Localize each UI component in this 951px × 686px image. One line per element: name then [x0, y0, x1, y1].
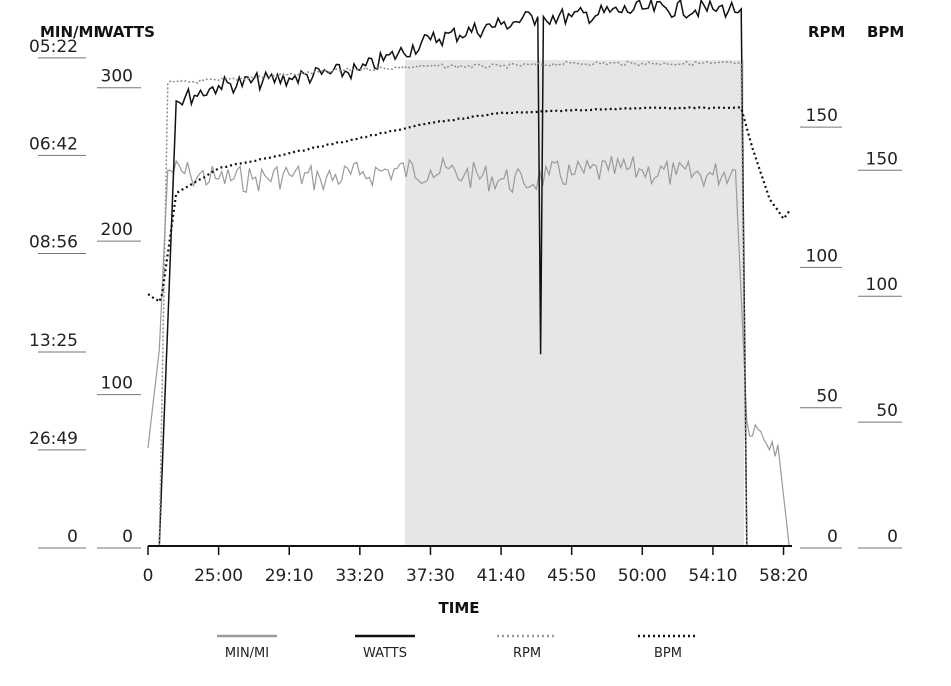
min-mi-tick-label: 08:56 [29, 233, 78, 253]
x-tick-label: 29:10 [265, 566, 314, 586]
bpm-axis-title: BPM [867, 23, 904, 41]
bpm-tick-label: 0 [887, 527, 898, 547]
rpm-tick-label: 0 [827, 527, 838, 547]
x-tick-label: 45:50 [547, 566, 596, 586]
legend-label-min-mi: MIN/MI [225, 646, 269, 661]
highlight-region [405, 60, 744, 546]
x-tick-label: 54:10 [688, 566, 737, 586]
legend-label-bpm: BPM [654, 646, 682, 661]
watts-tick-label: 100 [101, 374, 133, 394]
x-tick-label: 50:00 [618, 566, 667, 586]
min-mi-tick-label: 26:49 [29, 429, 78, 449]
watts-series-line [148, 0, 790, 547]
min-mi-axis-title: MIN/MI [40, 23, 99, 41]
rpm-series-line [148, 60, 790, 547]
min-mi-tick-label: 06:42 [29, 134, 78, 154]
min-mi-tick-label: 05:22 [29, 37, 78, 57]
rpm-tick-label: 100 [806, 246, 838, 266]
x-tick-label: 37:30 [406, 566, 455, 586]
legend-label-rpm: RPM [513, 646, 541, 661]
bpm-series-line [147, 106, 791, 304]
watts-axis-title: WATTS [97, 23, 155, 41]
x-axis-title: TIME [439, 599, 480, 617]
x-tick-label: 33:20 [335, 566, 384, 586]
watts-tick-label: 200 [101, 220, 133, 240]
legend-label-watts: WATTS [363, 646, 407, 661]
watts-tick-label: 0 [122, 527, 133, 547]
bpm-tick-label: 50 [876, 401, 898, 421]
x-tick-label: 0 [143, 566, 154, 586]
rpm-tick-label: 50 [816, 387, 838, 407]
rpm-tick-label: 150 [806, 106, 838, 126]
min-mi-series-line [147, 156, 790, 547]
x-tick-label: 25:00 [194, 566, 243, 586]
bpm-tick-label: 150 [866, 149, 898, 169]
x-tick-label: 58:20 [759, 566, 808, 586]
watts-tick-label: 300 [101, 67, 133, 87]
x-tick-label: 41:40 [477, 566, 526, 586]
rpm-axis-title: RPM [808, 23, 845, 41]
bpm-tick-label: 100 [866, 275, 898, 295]
min-mi-tick-label: 0 [67, 527, 78, 547]
min-mi-tick-label: 13:25 [29, 331, 78, 351]
